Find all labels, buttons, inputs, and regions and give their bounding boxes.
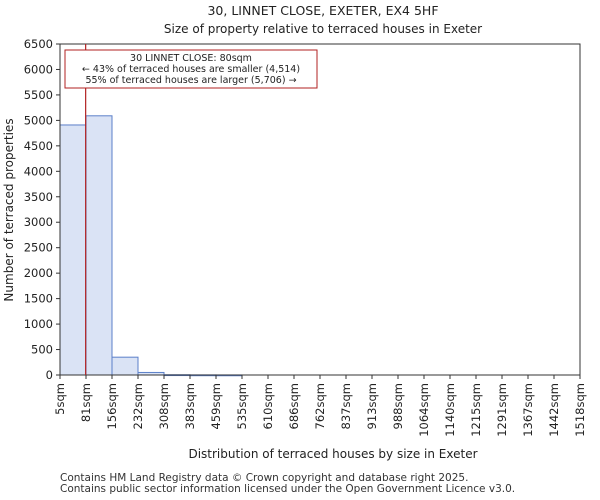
- x-axis-label: Distribution of terraced houses by size …: [188, 447, 477, 461]
- x-tick-label-308sqm: 308sqm: [157, 383, 171, 429]
- x-tick-label-1442sqm: 1442sqm: [547, 383, 561, 437]
- bar-5sqm: [59, 124, 87, 376]
- y-tick-label-1000: 1000: [24, 317, 53, 331]
- x-tick-label-913sqm: 913sqm: [365, 383, 379, 429]
- x-tick-label-988sqm: 988sqm: [391, 383, 405, 429]
- x-tick-label-459sqm: 459sqm: [209, 383, 223, 429]
- footer-line-1: Contains HM Land Registry data © Crown c…: [60, 472, 469, 484]
- x-tick-label-686sqm: 686sqm: [287, 383, 301, 429]
- y-tick-label-1500: 1500: [24, 292, 53, 306]
- x-tick-label-1367sqm: 1367sqm: [521, 383, 535, 437]
- footer-line-2: Contains public sector information licen…: [60, 483, 516, 495]
- x-tick-label-383sqm: 383sqm: [183, 383, 197, 429]
- y-tick-label-4000: 4000: [24, 164, 53, 178]
- x-tick-label-1215sqm: 1215sqm: [469, 383, 483, 437]
- annotation-line-3: 55% of terraced houses are larger (5,706…: [85, 75, 296, 86]
- x-tick-label-610sqm: 610sqm: [261, 383, 275, 429]
- x-tick-label-1140sqm: 1140sqm: [443, 383, 457, 437]
- y-tick-label-2500: 2500: [24, 241, 53, 255]
- annotation-line-1: 30 LINNET CLOSE: 80sqm: [130, 53, 252, 64]
- y-tick-label-6000: 6000: [24, 62, 53, 76]
- y-tick-label-4500: 4500: [24, 139, 53, 153]
- y-tick-label-5500: 5500: [24, 88, 53, 102]
- bar-156sqm: [111, 356, 139, 376]
- x-tick-label-1518sqm: 1518sqm: [573, 383, 587, 437]
- x-tick-label-837sqm: 837sqm: [339, 383, 353, 429]
- y-tick-label-3000: 3000: [24, 215, 53, 229]
- y-tick-label-3500: 3500: [24, 190, 53, 204]
- histogram-chart: 30, LINNET CLOSE, EXETER, EX4 5HF Size o…: [2, 3, 587, 461]
- chart-subtitle: Size of property relative to terraced ho…: [164, 22, 482, 36]
- annotation-line-2: ← 43% of terraced houses are smaller (4,…: [82, 64, 300, 75]
- x-tick-label-232sqm: 232sqm: [131, 383, 145, 429]
- chart-title: 30, LINNET CLOSE, EXETER, EX4 5HF: [207, 3, 438, 18]
- bars-group: [59, 115, 243, 377]
- x-tick-label-81sqm: 81sqm: [79, 383, 93, 422]
- bar-81sqm: [85, 115, 113, 376]
- y-tick-label-500: 500: [31, 343, 53, 357]
- x-tick-label-1064sqm: 1064sqm: [417, 383, 431, 437]
- x-tick-label-156sqm: 156sqm: [105, 383, 119, 429]
- x-tick-label-762sqm: 762sqm: [313, 383, 327, 429]
- plot-frame: [59, 43, 581, 376]
- y-tick-label-5000: 5000: [24, 113, 53, 127]
- x-tick-label-5sqm: 5sqm: [53, 383, 67, 415]
- x-tick-label-535sqm: 535sqm: [235, 383, 249, 429]
- y-tick-label-6500: 6500: [24, 37, 53, 51]
- annotation-box: 30 LINNET CLOSE: 80sqm ← 43% of terraced…: [64, 49, 318, 89]
- annotation-frame: [64, 49, 318, 89]
- footer: Contains HM Land Registry data © Crown c…: [60, 473, 515, 495]
- x-tick-label-1291sqm: 1291sqm: [495, 383, 509, 437]
- y-tick-label-0: 0: [46, 368, 53, 382]
- x-axis: 5sqm 81sqm 156sqm 232sqm 308sqm 383sqm 459sqm 5…: [53, 375, 587, 437]
- y-axis: 0 500 1000 1500 2000 2500 3000 3500 4000 4500 5000…: [24, 37, 60, 382]
- y-tick-label-2000: 2000: [24, 266, 53, 280]
- y-axis-label: Number of terraced properties: [2, 118, 16, 301]
